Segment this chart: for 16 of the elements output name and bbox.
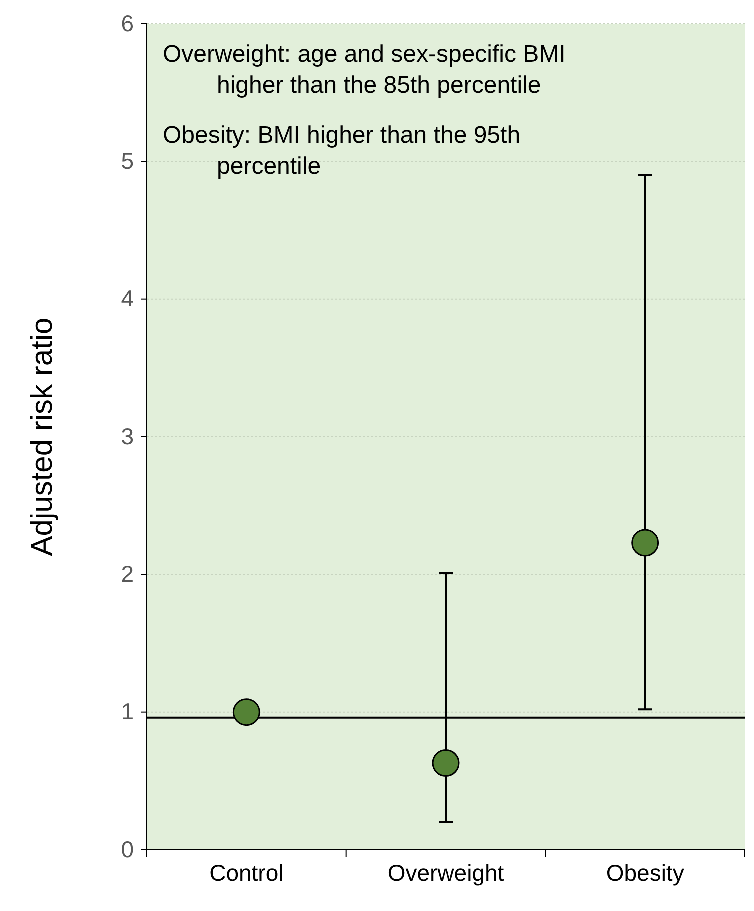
point: [432, 750, 460, 777]
x-tick-label: Overweight: [388, 860, 505, 886]
x-tick-label: Control: [210, 860, 284, 886]
y-tick-label: 1: [121, 698, 134, 725]
y-axis-title: Adjusted risk ratio: [26, 318, 59, 556]
y-tick-label: 5: [121, 148, 134, 174]
point: [232, 698, 260, 726]
y-tick-label: 0: [121, 836, 134, 862]
annotation: Overweight: age and sex-specific BMI higher than the 85th percentile: [163, 41, 566, 99]
point: [632, 529, 660, 557]
y-tick-label: 2: [121, 561, 134, 588]
x-tick-label: Obesity: [606, 860, 685, 886]
annotation: Obesity: BMI higher than the 95th percentile: [163, 122, 521, 180]
y-tick-label: 3: [121, 423, 134, 450]
y-tick-label: 4: [121, 286, 134, 312]
y-tick-label: 6: [121, 10, 134, 36]
